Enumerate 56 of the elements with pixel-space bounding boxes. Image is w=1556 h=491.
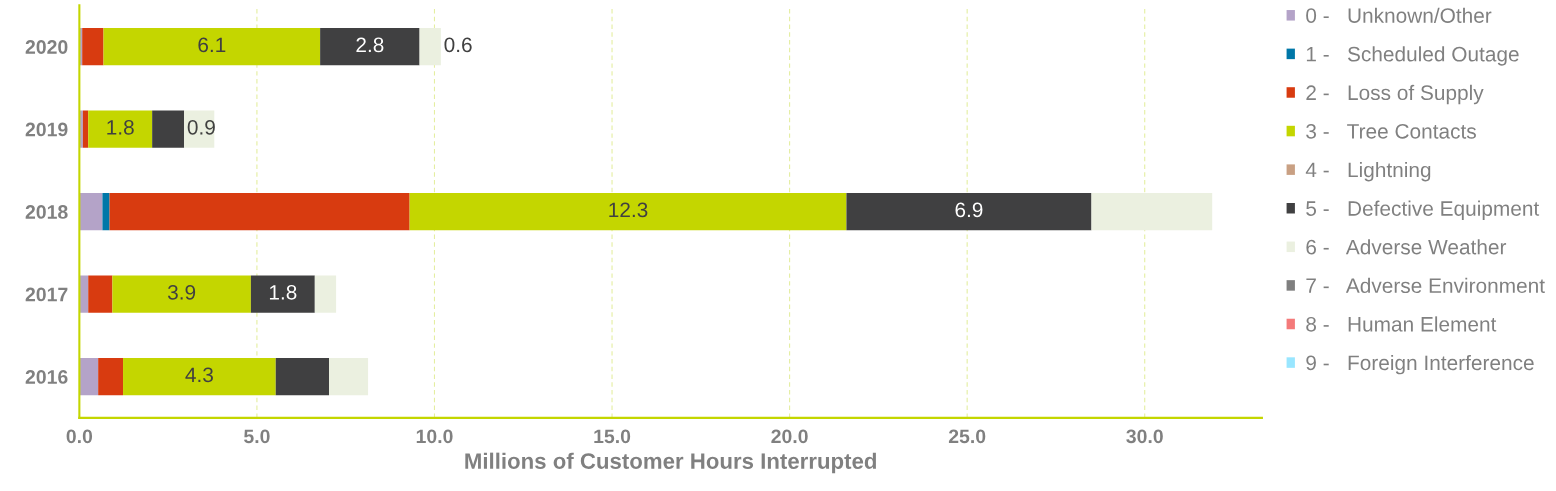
x-tick-label: 0.0 <box>66 429 93 444</box>
bar <box>329 358 369 396</box>
bar <box>82 110 89 148</box>
legend-label: 7 - Adverse Environment <box>1306 277 1545 294</box>
data-label: 2.8 <box>356 37 384 53</box>
legend-label: 8 - Human Element <box>1306 316 1497 332</box>
bar <box>88 110 153 148</box>
bar <box>103 28 321 66</box>
legend-label: 1 - Scheduled Outage <box>1306 46 1519 66</box>
y-tick-label: 2018 <box>25 205 68 219</box>
y-tick-label: 2016 <box>25 370 68 384</box>
bar <box>79 193 103 231</box>
bar <box>112 275 251 313</box>
bar <box>275 358 330 396</box>
data-label: 0.6 <box>444 37 472 53</box>
legend-label: 9 - Foreign Interference <box>1306 354 1534 375</box>
x-tick-label: 5.0 <box>244 429 270 444</box>
legend-label: 0 - Unknown/Other <box>1306 7 1492 23</box>
bar <box>250 275 315 313</box>
y-tick-label: 2019 <box>25 122 68 137</box>
legend-label: 3 - Tree Contacts <box>1306 123 1476 139</box>
x-tick-label: 25.0 <box>948 429 986 444</box>
data-label: 0.9 <box>187 119 215 135</box>
bar <box>1091 193 1213 231</box>
bar <box>102 193 110 231</box>
data-label: 1.8 <box>269 284 297 300</box>
data-label: 3.9 <box>167 284 196 300</box>
legend-label: 5 - Defective Equipment <box>1306 200 1540 220</box>
bar <box>846 193 1092 231</box>
bar <box>152 110 185 148</box>
data-label: 1.8 <box>107 119 134 135</box>
bar <box>98 358 124 396</box>
bar <box>320 28 420 66</box>
x-tick-label: 10.0 <box>416 429 453 444</box>
data-label: 6.1 <box>198 37 226 53</box>
bar <box>409 193 847 231</box>
x-tick-label: 30.0 <box>1126 429 1163 444</box>
data-label: 6.9 <box>955 202 983 218</box>
x-tick-label: 15.0 <box>594 429 631 444</box>
bar <box>79 275 89 313</box>
bar <box>314 275 337 313</box>
y-tick-label: 2020 <box>25 40 68 54</box>
x-axis-title: Millions of Customer Hours Interrupted <box>465 452 876 474</box>
bar <box>82 28 104 66</box>
x-tick-label: 20.0 <box>771 429 808 444</box>
data-label: 4.3 <box>185 367 213 383</box>
data-label: 12.3 <box>609 202 648 218</box>
bar <box>109 193 410 231</box>
bar <box>419 28 441 66</box>
y-tick-label: 2017 <box>25 287 68 302</box>
legend-label: 4 - Lightning <box>1305 162 1431 182</box>
bar <box>88 275 113 313</box>
legend-label: 2 - Loss of Supply <box>1306 84 1484 105</box>
legend-label: 6 - Adverse Weather <box>1306 239 1507 255</box>
bar <box>123 358 276 396</box>
bar <box>79 358 99 396</box>
